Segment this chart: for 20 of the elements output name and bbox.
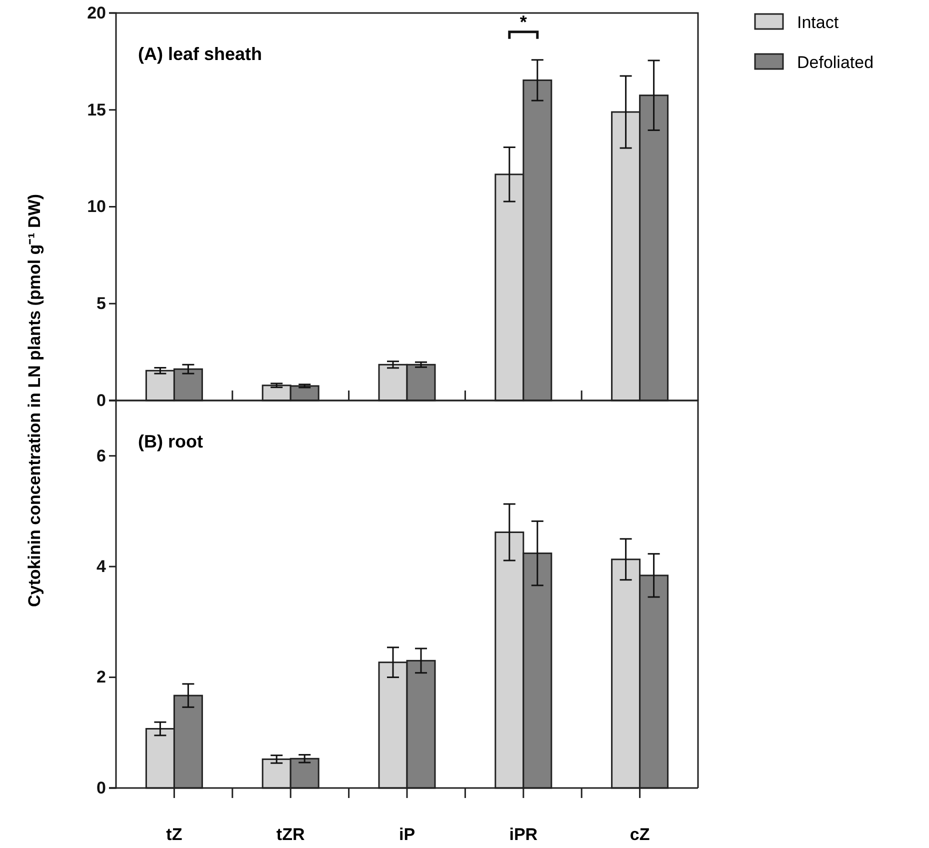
- y-tick-label: 0: [96, 390, 106, 410]
- x-tick-label: cZ: [630, 825, 650, 844]
- x-tick-label: tZ: [166, 825, 182, 844]
- text: (B) root: [138, 432, 203, 452]
- annotation: *: [520, 12, 527, 32]
- y-tick-label: 0: [96, 778, 106, 798]
- x-tick-label: iPR: [509, 825, 538, 844]
- y-tick-label: 15: [87, 100, 106, 120]
- legend-label: Defoliated: [797, 53, 874, 72]
- y-axis-title: Cytokinin concentration in LN plants (pmol g⁻¹ DW): [25, 194, 44, 608]
- y-tick-label: 6: [96, 446, 106, 466]
- y-tick-label: 4: [96, 557, 107, 576]
- y-tick-label: 2: [96, 668, 106, 687]
- y-tick-label: 10: [87, 197, 106, 216]
- y-tick-label: 5: [96, 294, 106, 314]
- x-tick-label: iP: [398, 825, 416, 844]
- legend-label: Intact: [797, 13, 839, 32]
- y-tick-label: 20: [87, 3, 106, 22]
- x-tick-label: tZR: [276, 825, 305, 844]
- text: (A) leaf sheath: [138, 44, 262, 64]
